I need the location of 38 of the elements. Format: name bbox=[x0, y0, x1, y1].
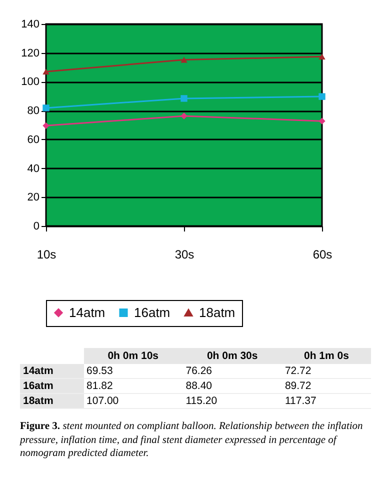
point bbox=[180, 56, 188, 63]
data-label: 72.72 bbox=[282, 364, 371, 378]
data-label: 69.53 bbox=[84, 364, 183, 378]
legend-label: 18atm bbox=[199, 304, 236, 320]
caption: Figure 3. stent mounted on compliant balloon. Relationship between the inflation pressure, inflation time, and final stent diameter expressed in percentage of nomogram predicted diameter. bbox=[20, 420, 364, 461]
text: 0h 0m 10s bbox=[84, 348, 183, 364]
point bbox=[42, 122, 50, 130]
data-label: 107.00 bbox=[84, 394, 183, 408]
point bbox=[318, 118, 326, 124]
point bbox=[318, 93, 326, 100]
legend-label: 16atm bbox=[134, 304, 170, 320]
y-tick-label: 60 bbox=[27, 134, 40, 146]
point bbox=[180, 112, 188, 120]
text: 16atm bbox=[23, 380, 54, 392]
data-label: 81.82 bbox=[84, 378, 183, 394]
x-tick-label: 60s bbox=[312, 248, 332, 262]
x-tick-label: 30s bbox=[174, 248, 194, 262]
data-label: 117.37 bbox=[282, 394, 371, 408]
y-tick-label: 40 bbox=[27, 162, 40, 175]
legend-label: 14atm bbox=[69, 304, 106, 320]
y-tick-label: 20 bbox=[27, 192, 40, 204]
text: 14atm bbox=[23, 365, 54, 377]
y-tick-label: 140 bbox=[21, 18, 40, 30]
data-label: 76.26 bbox=[182, 364, 282, 378]
point bbox=[42, 68, 50, 75]
data-label: 115.20 bbox=[182, 394, 282, 408]
text: 0h 0m 30s bbox=[182, 348, 282, 364]
y-tick-label: 80 bbox=[27, 105, 40, 118]
data-label: 89.72 bbox=[282, 378, 371, 394]
point bbox=[318, 54, 326, 60]
y-tick-label: 120 bbox=[21, 47, 40, 60]
text: 0h 1m 0s bbox=[282, 348, 371, 364]
x-tick-label: 10s bbox=[36, 248, 56, 262]
text: 18atm bbox=[23, 395, 54, 407]
y-tick-label: 100 bbox=[21, 76, 40, 88]
y-tick-label: 0 bbox=[33, 220, 40, 232]
point bbox=[180, 95, 188, 102]
data-label: 88.40 bbox=[182, 378, 282, 394]
